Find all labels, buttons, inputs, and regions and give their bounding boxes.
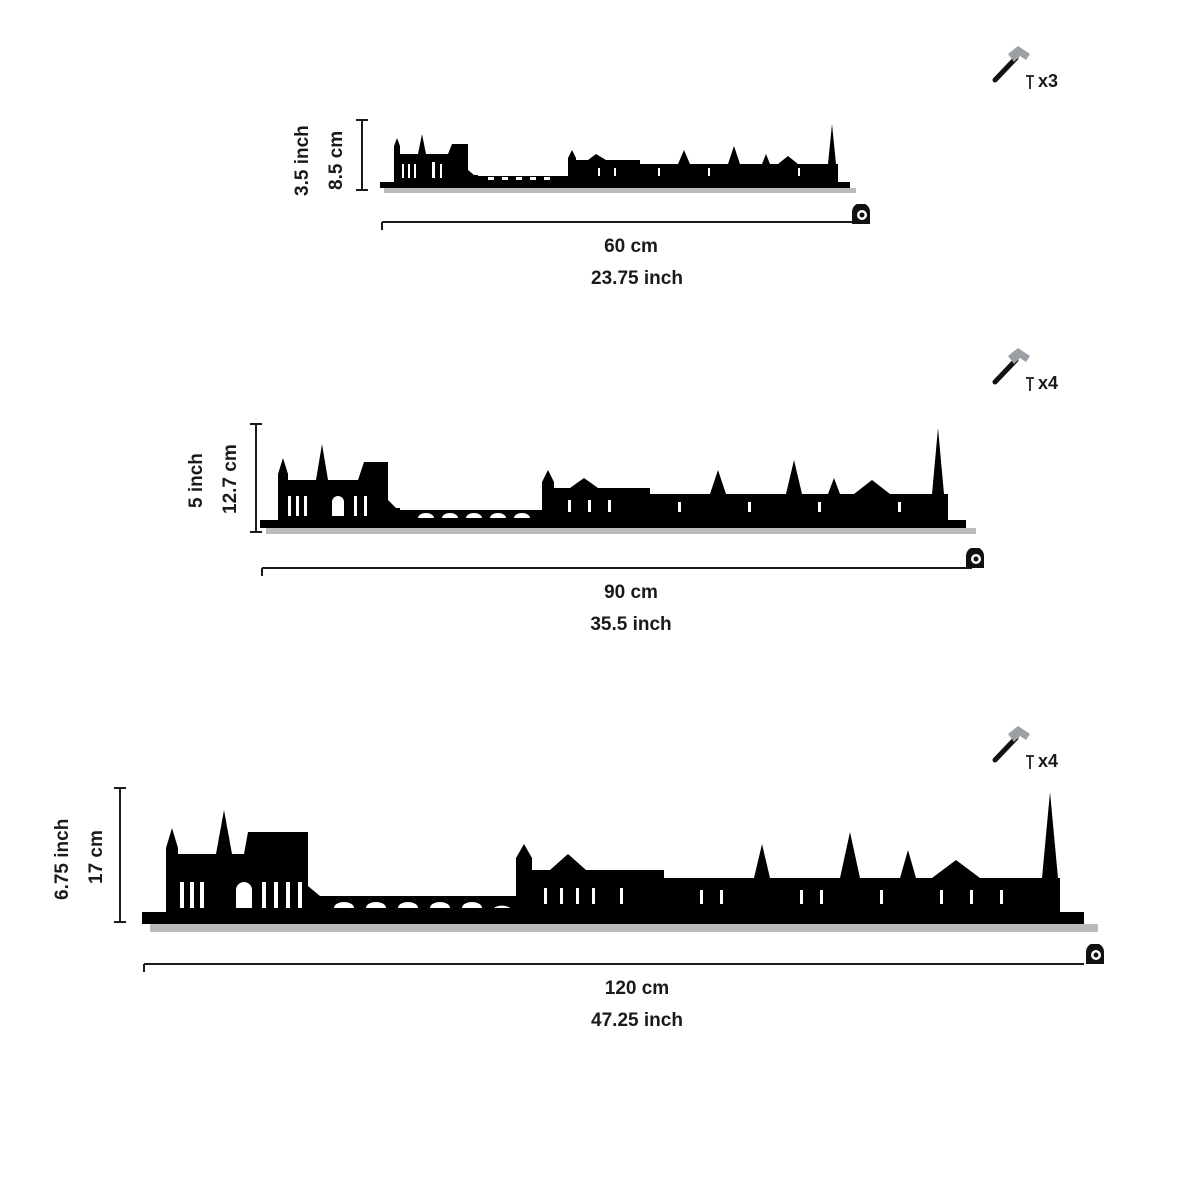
- hammer-icon: [992, 348, 1030, 385]
- skyline-silhouette: [260, 428, 976, 534]
- width-cm-label: 120 cm: [604, 978, 670, 999]
- height-dimension-line: [114, 787, 126, 923]
- skyline-silhouette: [142, 792, 1098, 932]
- width-dimension-line: [261, 567, 972, 576]
- hammer-icon: [992, 46, 1030, 83]
- height-dimension-line: [250, 423, 262, 533]
- width-dimension-line: [381, 221, 852, 230]
- width-inch-label: 23.75 inch: [591, 268, 683, 289]
- variant-medium: x4 5 inch 12.7 cm 90 cm 35.5 inch: [0, 320, 1200, 660]
- hammer-icon: [992, 726, 1030, 763]
- width-dimension-line: [143, 963, 1084, 972]
- mounting-kit: x4: [990, 346, 1080, 406]
- height-cm-label: 8.5 cm: [326, 130, 347, 190]
- mounting-kit: x4: [990, 724, 1080, 784]
- height-inch-label: 5 inch: [186, 453, 207, 508]
- variant-large: x4 6.75 inch 17 cm 120 cm 47.25 inch: [0, 700, 1200, 1080]
- nail-icon: [1026, 755, 1034, 769]
- nail-icon: [1026, 377, 1034, 391]
- width-inch-label: 35.5 inch: [590, 614, 672, 635]
- width-cm-label: 90 cm: [604, 582, 658, 603]
- height-inch-label: 3.5 inch: [292, 125, 313, 196]
- height-inch-label: 6.75 inch: [52, 818, 73, 900]
- height-cm-label: 12.7 cm: [220, 444, 241, 514]
- height-cm-label: 17 cm: [86, 830, 107, 884]
- skyline-silhouette: [380, 124, 856, 193]
- tape-measure-icon: [1086, 944, 1104, 964]
- width-cm-label: 60 cm: [604, 236, 658, 257]
- variant-small: x3 3.5 inch 8.5 cm 60 cm 23.75 inch: [0, 0, 1200, 320]
- tape-measure-icon: [852, 204, 870, 224]
- mounting-kit: x3: [990, 44, 1080, 104]
- height-dimension-line: [356, 119, 368, 191]
- width-inch-label: 47.25 inch: [591, 1010, 683, 1031]
- nail-count: x4: [1038, 751, 1059, 771]
- nail-count: x3: [1038, 71, 1059, 91]
- nail-icon: [1026, 75, 1034, 89]
- tape-measure-icon: [966, 548, 984, 568]
- nail-count: x4: [1038, 373, 1059, 393]
